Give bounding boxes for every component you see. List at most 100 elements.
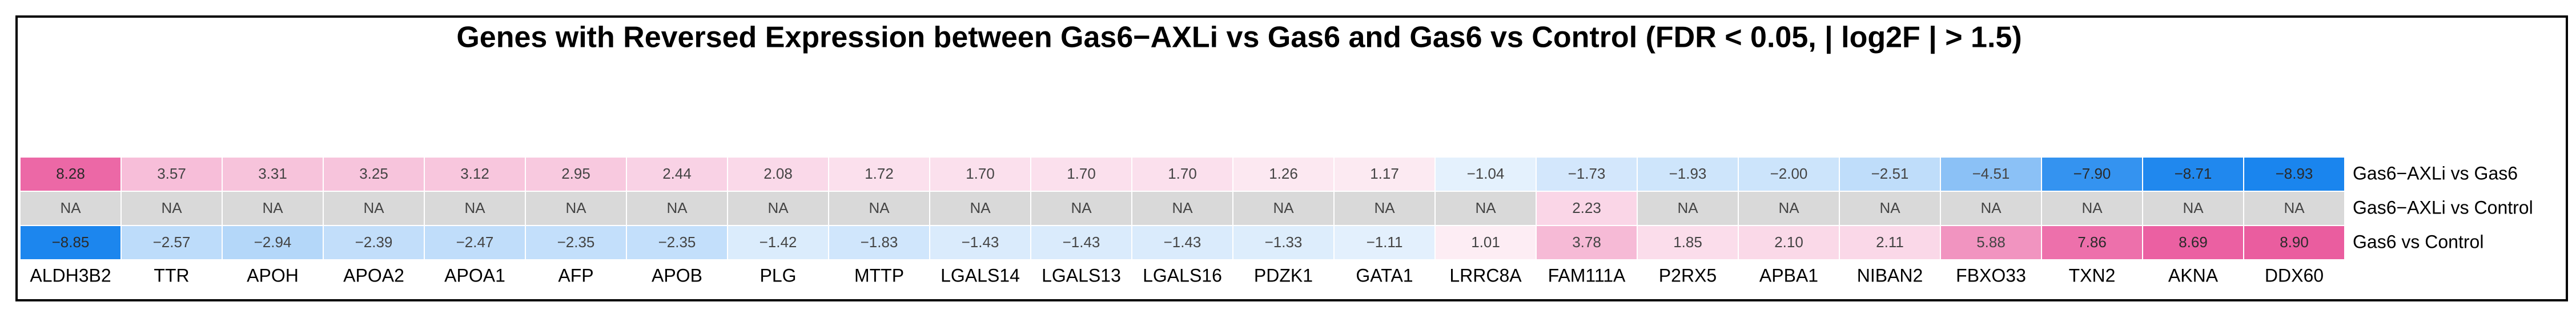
col-label: MTTP <box>854 265 904 285</box>
cell-label: 2.95 <box>561 165 590 182</box>
col-label: DDX60 <box>2265 265 2324 285</box>
cell-label: 1.85 <box>1673 234 1702 251</box>
cell-label: NA <box>2081 199 2103 216</box>
col-label: LRRC8A <box>1449 265 1522 285</box>
col-label: FAM111A <box>1548 265 1626 285</box>
cell-label: 3.78 <box>1572 234 1601 251</box>
col-label: AKNA <box>2168 265 2219 285</box>
col-label: PDZK1 <box>1254 265 1313 285</box>
cell-label: 7.86 <box>2077 234 2107 251</box>
cell <box>727 191 829 226</box>
cell-label: −2.35 <box>557 234 595 251</box>
cell-label: 8.28 <box>56 165 85 182</box>
cell-label: −2.94 <box>254 234 292 251</box>
col-label: GATA1 <box>1356 265 1413 285</box>
cell <box>1536 156 1638 192</box>
cell-label: NA <box>767 199 789 216</box>
cell <box>120 225 223 260</box>
cell-label: 8.69 <box>2179 234 2208 251</box>
cell-label: 1.01 <box>1471 234 1500 251</box>
col-label: FBXO33 <box>1956 265 2026 285</box>
cell-label: −1.04 <box>1467 165 1505 182</box>
cell <box>323 191 425 226</box>
cell-label: NA <box>565 199 586 216</box>
cell-label: 2.10 <box>1774 234 1803 251</box>
cell-label: 1.70 <box>966 165 995 182</box>
col-label: NIBAN2 <box>1857 265 1923 285</box>
cell-label: −7.90 <box>2073 165 2111 182</box>
cell-label: NA <box>1071 199 1092 216</box>
cell <box>525 191 627 226</box>
cell <box>2243 225 2345 260</box>
cell <box>2243 156 2345 192</box>
cell-label: 2.08 <box>763 165 793 182</box>
cell <box>19 225 122 260</box>
cell-label: −1.43 <box>1164 234 1201 251</box>
cell-label: 1.26 <box>1269 165 1298 182</box>
col-label: APBA1 <box>1759 265 1818 285</box>
cell <box>323 156 425 192</box>
col-label: LGALS16 <box>1143 265 1222 285</box>
cell-label: NA <box>464 199 485 216</box>
cell <box>727 225 829 260</box>
cell <box>626 191 728 226</box>
cell <box>2041 191 2143 226</box>
col-label: APOA2 <box>343 265 404 285</box>
cell <box>1434 156 1537 192</box>
cell <box>727 156 829 192</box>
cell-label: 5.88 <box>1976 234 2006 251</box>
cell-label: −1.93 <box>1669 165 1707 182</box>
cell-label: 3.57 <box>157 165 186 182</box>
cell-label: −2.51 <box>1871 165 1909 182</box>
cell-label: NA <box>1475 199 1496 216</box>
cell <box>2142 156 2244 192</box>
cell-label: 2.44 <box>662 165 692 182</box>
cell <box>828 191 930 226</box>
cell-label: −2.00 <box>1770 165 1808 182</box>
cell-label: NA <box>666 199 688 216</box>
cell-label: NA <box>1980 199 2002 216</box>
row-label: Gas6 vs Control <box>2353 231 2483 252</box>
cell-label: 3.12 <box>460 165 489 182</box>
cell <box>2041 225 2143 260</box>
cell-label: NA <box>970 199 991 216</box>
col-label: ALDH3B2 <box>30 265 111 285</box>
cell-label: −8.85 <box>52 234 90 251</box>
cell <box>1637 191 1739 226</box>
cell-label: 2.11 <box>1876 234 1904 251</box>
cell-label: −2.35 <box>658 234 696 251</box>
chart-title: Genes with Reversed Expression between G… <box>456 21 2022 54</box>
col-label: LGALS13 <box>1042 265 1121 285</box>
cell <box>2142 225 2244 260</box>
col-label: APOA1 <box>444 265 505 285</box>
cell-label: 1.17 <box>1370 165 1399 182</box>
cell-label: −4.51 <box>1972 165 2010 182</box>
cell-label: NA <box>1273 199 1294 216</box>
cell <box>1030 225 1132 260</box>
cell-label: NA <box>1172 199 1193 216</box>
cell-label: 3.31 <box>258 165 287 182</box>
cell-label: −1.42 <box>759 234 797 251</box>
row-label: Gas6−AXLi vs Gas6 <box>2353 163 2518 183</box>
cell-label: −1.73 <box>1568 165 1606 182</box>
cell <box>2041 156 2143 192</box>
cell <box>929 225 1031 260</box>
cell <box>828 225 930 260</box>
cell <box>1839 225 1941 260</box>
cell-label: NA <box>363 199 384 216</box>
cell-label: 1.72 <box>865 165 894 182</box>
cell-label: −2.39 <box>355 234 393 251</box>
cell <box>626 156 728 192</box>
cell <box>120 156 223 192</box>
cell <box>222 225 324 260</box>
cell-label: NA <box>869 199 890 216</box>
cell-label: −2.47 <box>456 234 494 251</box>
cell-label: NA <box>1879 199 1900 216</box>
cell-label: −1.43 <box>962 234 999 251</box>
cell <box>1536 191 1638 226</box>
cell <box>1738 191 1840 226</box>
cell <box>1536 225 1638 260</box>
col-label: TTR <box>154 265 189 285</box>
cell-label: NA <box>2284 199 2305 216</box>
cell <box>1434 225 1537 260</box>
